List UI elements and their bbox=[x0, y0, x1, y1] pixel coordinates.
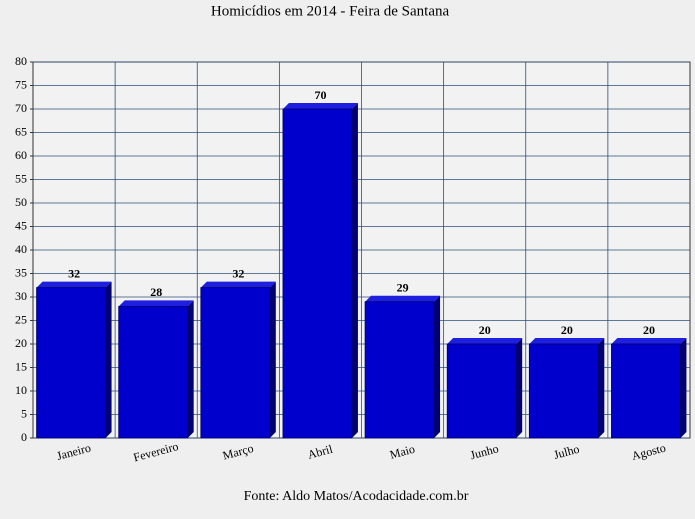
bar-top bbox=[447, 338, 523, 344]
bar-side bbox=[598, 338, 605, 438]
bar-top bbox=[36, 281, 112, 288]
bar-side bbox=[434, 295, 441, 438]
y-tick-label: 5 bbox=[21, 406, 27, 420]
bar-side bbox=[516, 338, 523, 438]
bar-side bbox=[105, 281, 112, 438]
y-tick-label: 30 bbox=[15, 289, 27, 303]
bar-side bbox=[680, 338, 687, 438]
bar bbox=[528, 343, 599, 439]
bar-side bbox=[187, 300, 194, 438]
value-label: 20 bbox=[561, 323, 573, 337]
chart-title: Homicídios em 2014 - Feira de Santana bbox=[211, 3, 450, 19]
y-tick-label: 80 bbox=[15, 54, 27, 68]
y-tick-label: 70 bbox=[15, 101, 27, 115]
y-tick-label: 40 bbox=[15, 242, 27, 256]
value-label: 29 bbox=[397, 280, 409, 294]
bar-top bbox=[200, 281, 276, 288]
bar-side bbox=[269, 281, 276, 438]
y-tick-label: 0 bbox=[21, 430, 27, 444]
bar-top bbox=[118, 300, 194, 307]
bar bbox=[36, 287, 106, 439]
footer: Fonte: Aldo Matos/Acodacidade.com.br bbox=[244, 489, 469, 504]
bar bbox=[118, 305, 189, 439]
y-tick-label: 15 bbox=[15, 359, 27, 373]
value-label: 32 bbox=[232, 266, 244, 280]
y-tick-label: 45 bbox=[15, 218, 27, 232]
bar-side bbox=[351, 103, 358, 438]
y-tick-label: 20 bbox=[15, 336, 27, 350]
bar bbox=[364, 301, 435, 439]
bar-top bbox=[529, 338, 605, 344]
bar-top bbox=[282, 103, 358, 109]
bar-top bbox=[365, 295, 441, 302]
y-tick-label: 50 bbox=[15, 195, 27, 209]
value-label: 70 bbox=[314, 88, 326, 102]
x-tick-label: Julho bbox=[552, 442, 581, 462]
y-tick-label: 65 bbox=[15, 124, 27, 138]
bar bbox=[446, 343, 517, 439]
bar bbox=[611, 343, 681, 439]
y-tick-label: 25 bbox=[15, 312, 27, 326]
value-label: 32 bbox=[68, 266, 80, 280]
y-tick-label: 55 bbox=[15, 171, 27, 185]
value-label: 28 bbox=[150, 285, 162, 299]
y-tick-label: 35 bbox=[15, 265, 27, 279]
bar bbox=[200, 287, 271, 439]
bar bbox=[282, 108, 353, 439]
y-tick-label: 10 bbox=[15, 383, 27, 397]
y-tick-label: 60 bbox=[15, 148, 27, 162]
y-tick-label: 75 bbox=[15, 77, 27, 91]
x-tick-label: Maio bbox=[388, 442, 416, 462]
x-tick-label: Abril bbox=[306, 442, 335, 462]
value-label: 20 bbox=[643, 323, 655, 337]
value-label: 20 bbox=[479, 323, 491, 337]
bar-top bbox=[611, 338, 687, 344]
